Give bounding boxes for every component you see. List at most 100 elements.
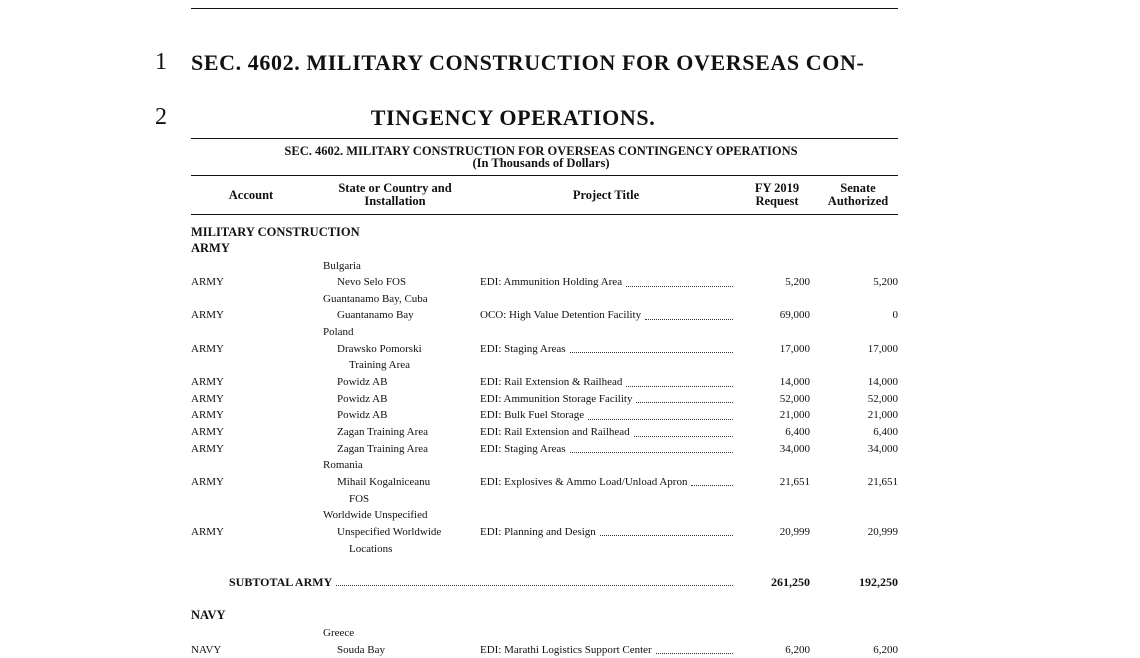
header-top-rule (191, 175, 898, 176)
request-amount: 21,000 (779, 409, 810, 422)
request-amount: 5,200 (785, 276, 810, 289)
request-amount: 14,000 (779, 376, 810, 389)
project-title: EDI: Ammunition Storage Facility (480, 392, 633, 405)
authorized-amount: 52,000 (867, 392, 898, 405)
column-header: FY 2019 (754, 180, 800, 195)
dot-leader (626, 285, 733, 287)
column-header: Project Title (572, 187, 640, 202)
authorized-amount: 14,000 (867, 376, 898, 389)
dot-leader (588, 418, 733, 420)
installation: Guantanamo Bay (337, 309, 414, 322)
installation: Unspecified Worldwide (337, 525, 442, 538)
country: Poland (323, 326, 354, 339)
project-title: EDI: Rail Extension and Railhead (480, 426, 630, 438)
project-title: EDI: Bulk Fuel Storage (480, 409, 585, 422)
column-header: Authorized (827, 194, 889, 209)
authorized-amount: 21,000 (867, 409, 898, 422)
project-title: EDI: Rail Extension & Railhead (480, 376, 623, 389)
authorized-amount: 21,651 (867, 475, 898, 488)
installation: Drawsko Pomorski (337, 342, 422, 355)
request-amount: 52,000 (779, 392, 810, 405)
project-title: EDI: Marathi Logistics Support Center (480, 643, 652, 656)
installation: FOS (349, 492, 370, 505)
subtotal-request: 261,250 (771, 574, 810, 589)
installation: Training Area (349, 359, 411, 372)
subtotal-authorized: 192,250 (859, 574, 898, 589)
dot-leader (569, 452, 733, 454)
dot-leader (599, 535, 733, 537)
request-amount: 34,000 (779, 442, 810, 455)
table-title: SEC. 4602. MILITARY CONSTRUCTION FOR OVE… (284, 143, 798, 158)
section-name: ARMY (191, 240, 230, 255)
project-title: EDI: Staging Areas (480, 342, 566, 355)
authorized-amount: 5,200 (873, 276, 898, 289)
country: Greece (323, 627, 355, 640)
dot-leader (626, 385, 733, 387)
installation: Zagan Training Area (337, 442, 429, 455)
country: Worldwide Unspecified (323, 509, 428, 522)
authorized-amount: 34,000 (867, 442, 898, 455)
line-number: 2 (155, 104, 167, 130)
request-amount: 6,200 (785, 643, 810, 656)
authorized-amount: 6,200 (873, 643, 898, 656)
country: Bulgaria (323, 259, 361, 272)
account: ARMY (191, 392, 225, 405)
section-heading: TINGENCY OPERATIONS. (370, 105, 656, 130)
request-amount: 20,999 (779, 525, 810, 538)
installation: Powidz AB (337, 392, 388, 405)
dot-leader (645, 318, 733, 320)
project-title: EDI: Planning and Design (480, 525, 596, 538)
account: ARMY (191, 342, 225, 355)
column-header: Senate (840, 180, 876, 195)
account: ARMY (191, 276, 225, 289)
dot-leader (691, 485, 733, 487)
dot-leader (633, 435, 733, 437)
installation: Nevo Selo FOS (337, 276, 407, 289)
account: ARMY (191, 309, 225, 322)
dot-leader (636, 402, 733, 404)
account: ARMY (191, 475, 225, 488)
dot-leader (569, 352, 733, 354)
account: NAVY (191, 643, 222, 656)
request-amount: 21,651 (779, 475, 810, 488)
dot-leader (336, 584, 733, 586)
column-header: State or Country and (338, 180, 452, 195)
column-header: Account (228, 187, 274, 202)
country: Romania (323, 459, 363, 472)
authorized-amount: 20,999 (867, 525, 898, 538)
table-top-rule (191, 138, 898, 139)
top-rule (191, 8, 898, 9)
installation: Souda Bay (337, 643, 385, 656)
request-amount: 69,000 (779, 309, 810, 322)
dot-leader (655, 653, 733, 655)
group-heading: MILITARY CONSTRUCTION (191, 224, 360, 239)
request-amount: 17,000 (779, 342, 810, 355)
installation: Zagan Training Area (337, 426, 429, 438)
section-heading: SEC. 4602. MILITARY CONSTRUCTION FOR OVE… (191, 50, 865, 75)
authorized-amount: 17,000 (867, 342, 898, 355)
subtotal-label: SUBTOTAL ARMY (229, 574, 333, 589)
table-subtitle: (In Thousands of Dollars) (472, 155, 610, 170)
project-title: OCO: High Value Detention Facility (480, 309, 642, 322)
project-title: EDI: Explosives & Ammo Load/Unload Apron (480, 475, 688, 488)
account: ARMY (191, 409, 225, 422)
request-amount: 6,400 (785, 426, 810, 438)
section-name: NAVY (191, 608, 226, 623)
installation: Powidz AB (337, 409, 388, 422)
account: ARMY (191, 442, 225, 455)
account: ARMY (191, 525, 225, 538)
account: ARMY (191, 376, 225, 389)
installation: Locations (349, 542, 393, 555)
installation: Mihail Kogalniceanu (337, 475, 431, 488)
authorized-amount: 0 (892, 309, 899, 322)
authorized-amount: 6,400 (873, 426, 898, 438)
column-header: Request (755, 194, 799, 209)
project-title: EDI: Ammunition Holding Area (480, 276, 623, 289)
country: Guantanamo Bay, Cuba (323, 292, 428, 305)
project-title: EDI: Staging Areas (480, 442, 566, 455)
account: ARMY (191, 426, 225, 438)
header-bottom-rule (191, 214, 898, 215)
installation: Powidz AB (337, 376, 388, 389)
column-header: Installation (364, 194, 426, 209)
